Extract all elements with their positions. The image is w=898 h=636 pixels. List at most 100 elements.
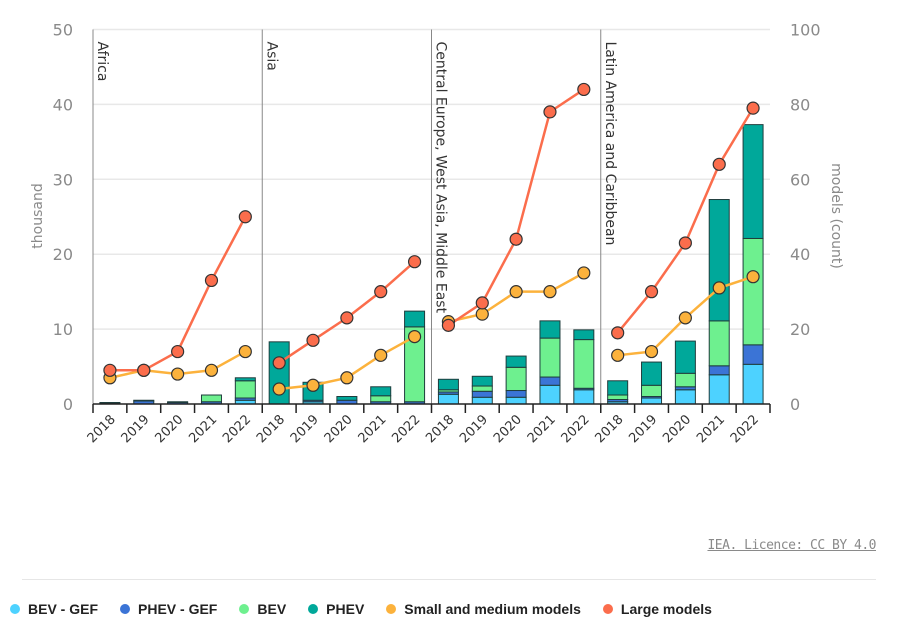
- bar-segment-bev[interactable]: [708, 320, 730, 367]
- legend-label: PHEV: [326, 601, 365, 617]
- point-small-and-medium-models[interactable]: [644, 344, 659, 359]
- point-large-models[interactable]: [238, 210, 252, 224]
- x-tick-label: 2022: [220, 412, 254, 446]
- point-small-and-medium-models[interactable]: [171, 367, 185, 381]
- bar-segment-bev-gef[interactable]: [641, 397, 663, 405]
- bar-segment-bev-gef[interactable]: [539, 384, 561, 405]
- point-small-and-medium-models[interactable]: [238, 344, 252, 359]
- legend-dot-icon: [239, 604, 250, 614]
- point-large-models[interactable]: [204, 273, 219, 288]
- bar-segment-phev[interactable]: [674, 340, 696, 374]
- point-small-and-medium-models[interactable]: [712, 281, 726, 295]
- bar-segment-bev[interactable]: [234, 380, 256, 399]
- point-small-and-medium-models[interactable]: [340, 371, 354, 385]
- point-large-models[interactable]: [611, 326, 625, 340]
- legend-item-phev[interactable]: PHEV: [308, 601, 364, 617]
- bar-segment-phev[interactable]: [708, 199, 730, 322]
- legend-item-phev-gef[interactable]: PHEV - GEF: [120, 601, 217, 617]
- point-large-models[interactable]: [103, 363, 117, 377]
- bar-segment-phev[interactable]: [471, 375, 493, 387]
- point-large-models[interactable]: [712, 157, 726, 171]
- bar-segment-phev-gef[interactable]: [505, 390, 527, 398]
- bar-segment-phev-gef[interactable]: [708, 365, 730, 376]
- point-small-and-medium-models[interactable]: [407, 329, 422, 344]
- bar-segment-phev[interactable]: [641, 361, 663, 386]
- bar-segment-phev[interactable]: [167, 401, 189, 404]
- point-large-models[interactable]: [340, 311, 354, 325]
- bar-segment-bev-gef[interactable]: [471, 396, 493, 405]
- x-tick-label: 2020: [152, 412, 186, 446]
- point-small-and-medium-models[interactable]: [577, 266, 591, 280]
- bar-segment-phev-gef[interactable]: [471, 390, 493, 398]
- point-large-models[interactable]: [171, 344, 185, 359]
- y-tick-right: 100: [790, 21, 821, 40]
- point-small-and-medium-models[interactable]: [611, 348, 625, 362]
- bar-segment-bev[interactable]: [200, 394, 222, 403]
- point-large-models[interactable]: [306, 333, 320, 347]
- point-large-models[interactable]: [509, 232, 523, 246]
- bar-segment-bev-gef[interactable]: [742, 363, 764, 405]
- bar-segment-phev[interactable]: [404, 310, 426, 328]
- point-small-and-medium-models[interactable]: [306, 378, 320, 392]
- point-large-models[interactable]: [577, 82, 591, 97]
- point-large-models[interactable]: [137, 363, 151, 377]
- bar-segment-bev-gef[interactable]: [437, 393, 459, 405]
- bar-segment-bev[interactable]: [573, 339, 595, 389]
- bar-segment-bev[interactable]: [370, 395, 392, 403]
- legend-item-bev[interactable]: BEV: [239, 601, 286, 617]
- x-tick-label: 2022: [728, 412, 762, 446]
- bar-segment-phev[interactable]: [133, 399, 155, 402]
- legend-item-small-medium-models[interactable]: Small and medium models: [386, 601, 581, 617]
- bar-segment-phev[interactable]: [437, 378, 459, 391]
- legend-item-bev-gef[interactable]: BEV - GEF: [10, 601, 98, 617]
- legend-item-large-models[interactable]: Large models: [602, 601, 712, 617]
- point-large-models[interactable]: [374, 285, 388, 299]
- bar-segment-phev-gef[interactable]: [742, 344, 764, 365]
- point-large-models[interactable]: [678, 236, 692, 250]
- point-large-models[interactable]: [543, 105, 557, 119]
- x-tick-label: 2022: [559, 412, 593, 446]
- bar-segment-bev[interactable]: [505, 366, 527, 392]
- bar-segment-bev-gef[interactable]: [708, 374, 730, 405]
- point-large-models[interactable]: [644, 285, 659, 299]
- point-small-and-medium-models[interactable]: [509, 285, 523, 299]
- point-large-models[interactable]: [475, 296, 489, 310]
- bar-segment-bev[interactable]: [674, 372, 696, 388]
- bar-segment-phev[interactable]: [370, 386, 392, 397]
- point-large-models[interactable]: [746, 101, 760, 115]
- bar-segment-phev[interactable]: [607, 380, 629, 396]
- bar-segment-bev[interactable]: [742, 237, 764, 346]
- bar-segment-bev[interactable]: [641, 384, 663, 398]
- point-small-and-medium-models[interactable]: [746, 270, 760, 284]
- bar-segment-phev[interactable]: [336, 396, 358, 401]
- x-tick-label: 2019: [457, 412, 491, 446]
- bar-segment-phev[interactable]: [99, 402, 121, 404]
- y-tick-right: 40: [790, 245, 810, 264]
- legend: BEV - GEF PHEV - GEF BEV PHEV Small and …: [10, 601, 712, 617]
- legend-dot-icon: [120, 604, 131, 614]
- bar-segment-phev[interactable]: [505, 355, 527, 368]
- point-small-and-medium-models[interactable]: [543, 285, 557, 299]
- bar-segment-bev[interactable]: [471, 385, 493, 392]
- bar-segment-phev[interactable]: [234, 377, 256, 382]
- bar-segment-bev[interactable]: [539, 337, 561, 378]
- bar-segment-phev[interactable]: [539, 320, 561, 339]
- point-small-and-medium-models[interactable]: [374, 348, 388, 362]
- bar-segment-phev[interactable]: [742, 124, 764, 239]
- bar-segment-bev-gef[interactable]: [505, 396, 527, 405]
- point-large-models[interactable]: [272, 356, 286, 370]
- bar-segment-phev-gef[interactable]: [539, 376, 561, 386]
- x-tick-label: 2020: [322, 412, 356, 446]
- bar-segment-bev[interactable]: [607, 394, 629, 401]
- point-large-models[interactable]: [407, 255, 422, 269]
- point-small-and-medium-models[interactable]: [204, 363, 219, 377]
- point-small-and-medium-models[interactable]: [678, 311, 692, 325]
- point-small-and-medium-models[interactable]: [475, 307, 489, 321]
- credit-link[interactable]: IEA. Licence: CC BY 4.0: [707, 538, 876, 553]
- bar-segment-bev-gef[interactable]: [674, 389, 696, 405]
- bar-segment-bev-gef[interactable]: [573, 389, 595, 405]
- panel-label: Central Europe, West Asia, Middle East: [433, 42, 449, 314]
- point-small-and-medium-models[interactable]: [272, 382, 286, 396]
- bar-segment-phev[interactable]: [573, 329, 595, 341]
- point-large-models[interactable]: [441, 318, 456, 332]
